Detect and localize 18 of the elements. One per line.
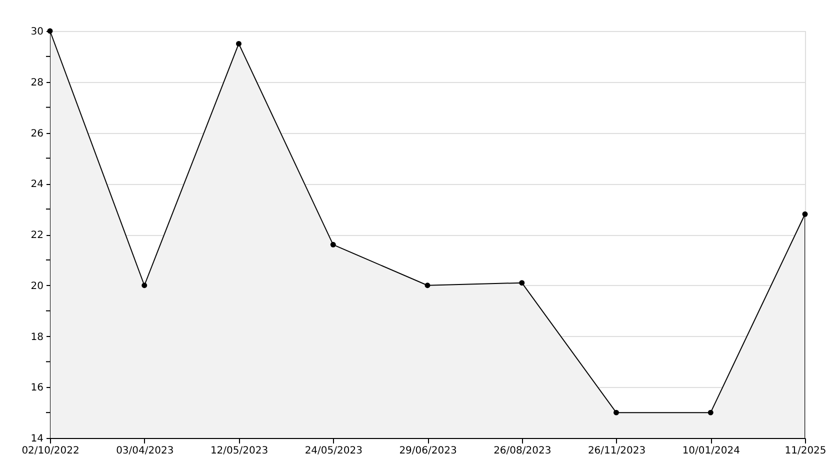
x-tick-label: 03/04/2023	[116, 446, 174, 456]
y-tick-label: 16	[30, 382, 44, 394]
y-tick-label: 30	[30, 26, 44, 38]
y-tick-label: 22	[30, 230, 44, 241]
x-tick-label: 26/08/2023	[494, 446, 552, 456]
x-tick-label: 02/10/2022	[22, 446, 80, 456]
x-tick-label: 26/11/2023	[588, 446, 646, 456]
y-tick-label: 26	[30, 128, 44, 140]
x-tick-label: 12/05/2023	[210, 446, 268, 456]
y-tick-label: 18	[30, 332, 44, 343]
x-tick-label: 11/2025	[784, 446, 826, 456]
y-tick-label: 24	[30, 179, 44, 190]
x-tick-label: 29/06/2023	[399, 446, 457, 456]
y-tick-label: 14	[30, 434, 44, 444]
y-tick-label: 28	[30, 77, 44, 88]
y-tick-label: 20	[30, 280, 44, 292]
x-tick-label: 10/01/2024	[682, 446, 740, 456]
x-tick-label: 24/05/2023	[304, 446, 362, 456]
